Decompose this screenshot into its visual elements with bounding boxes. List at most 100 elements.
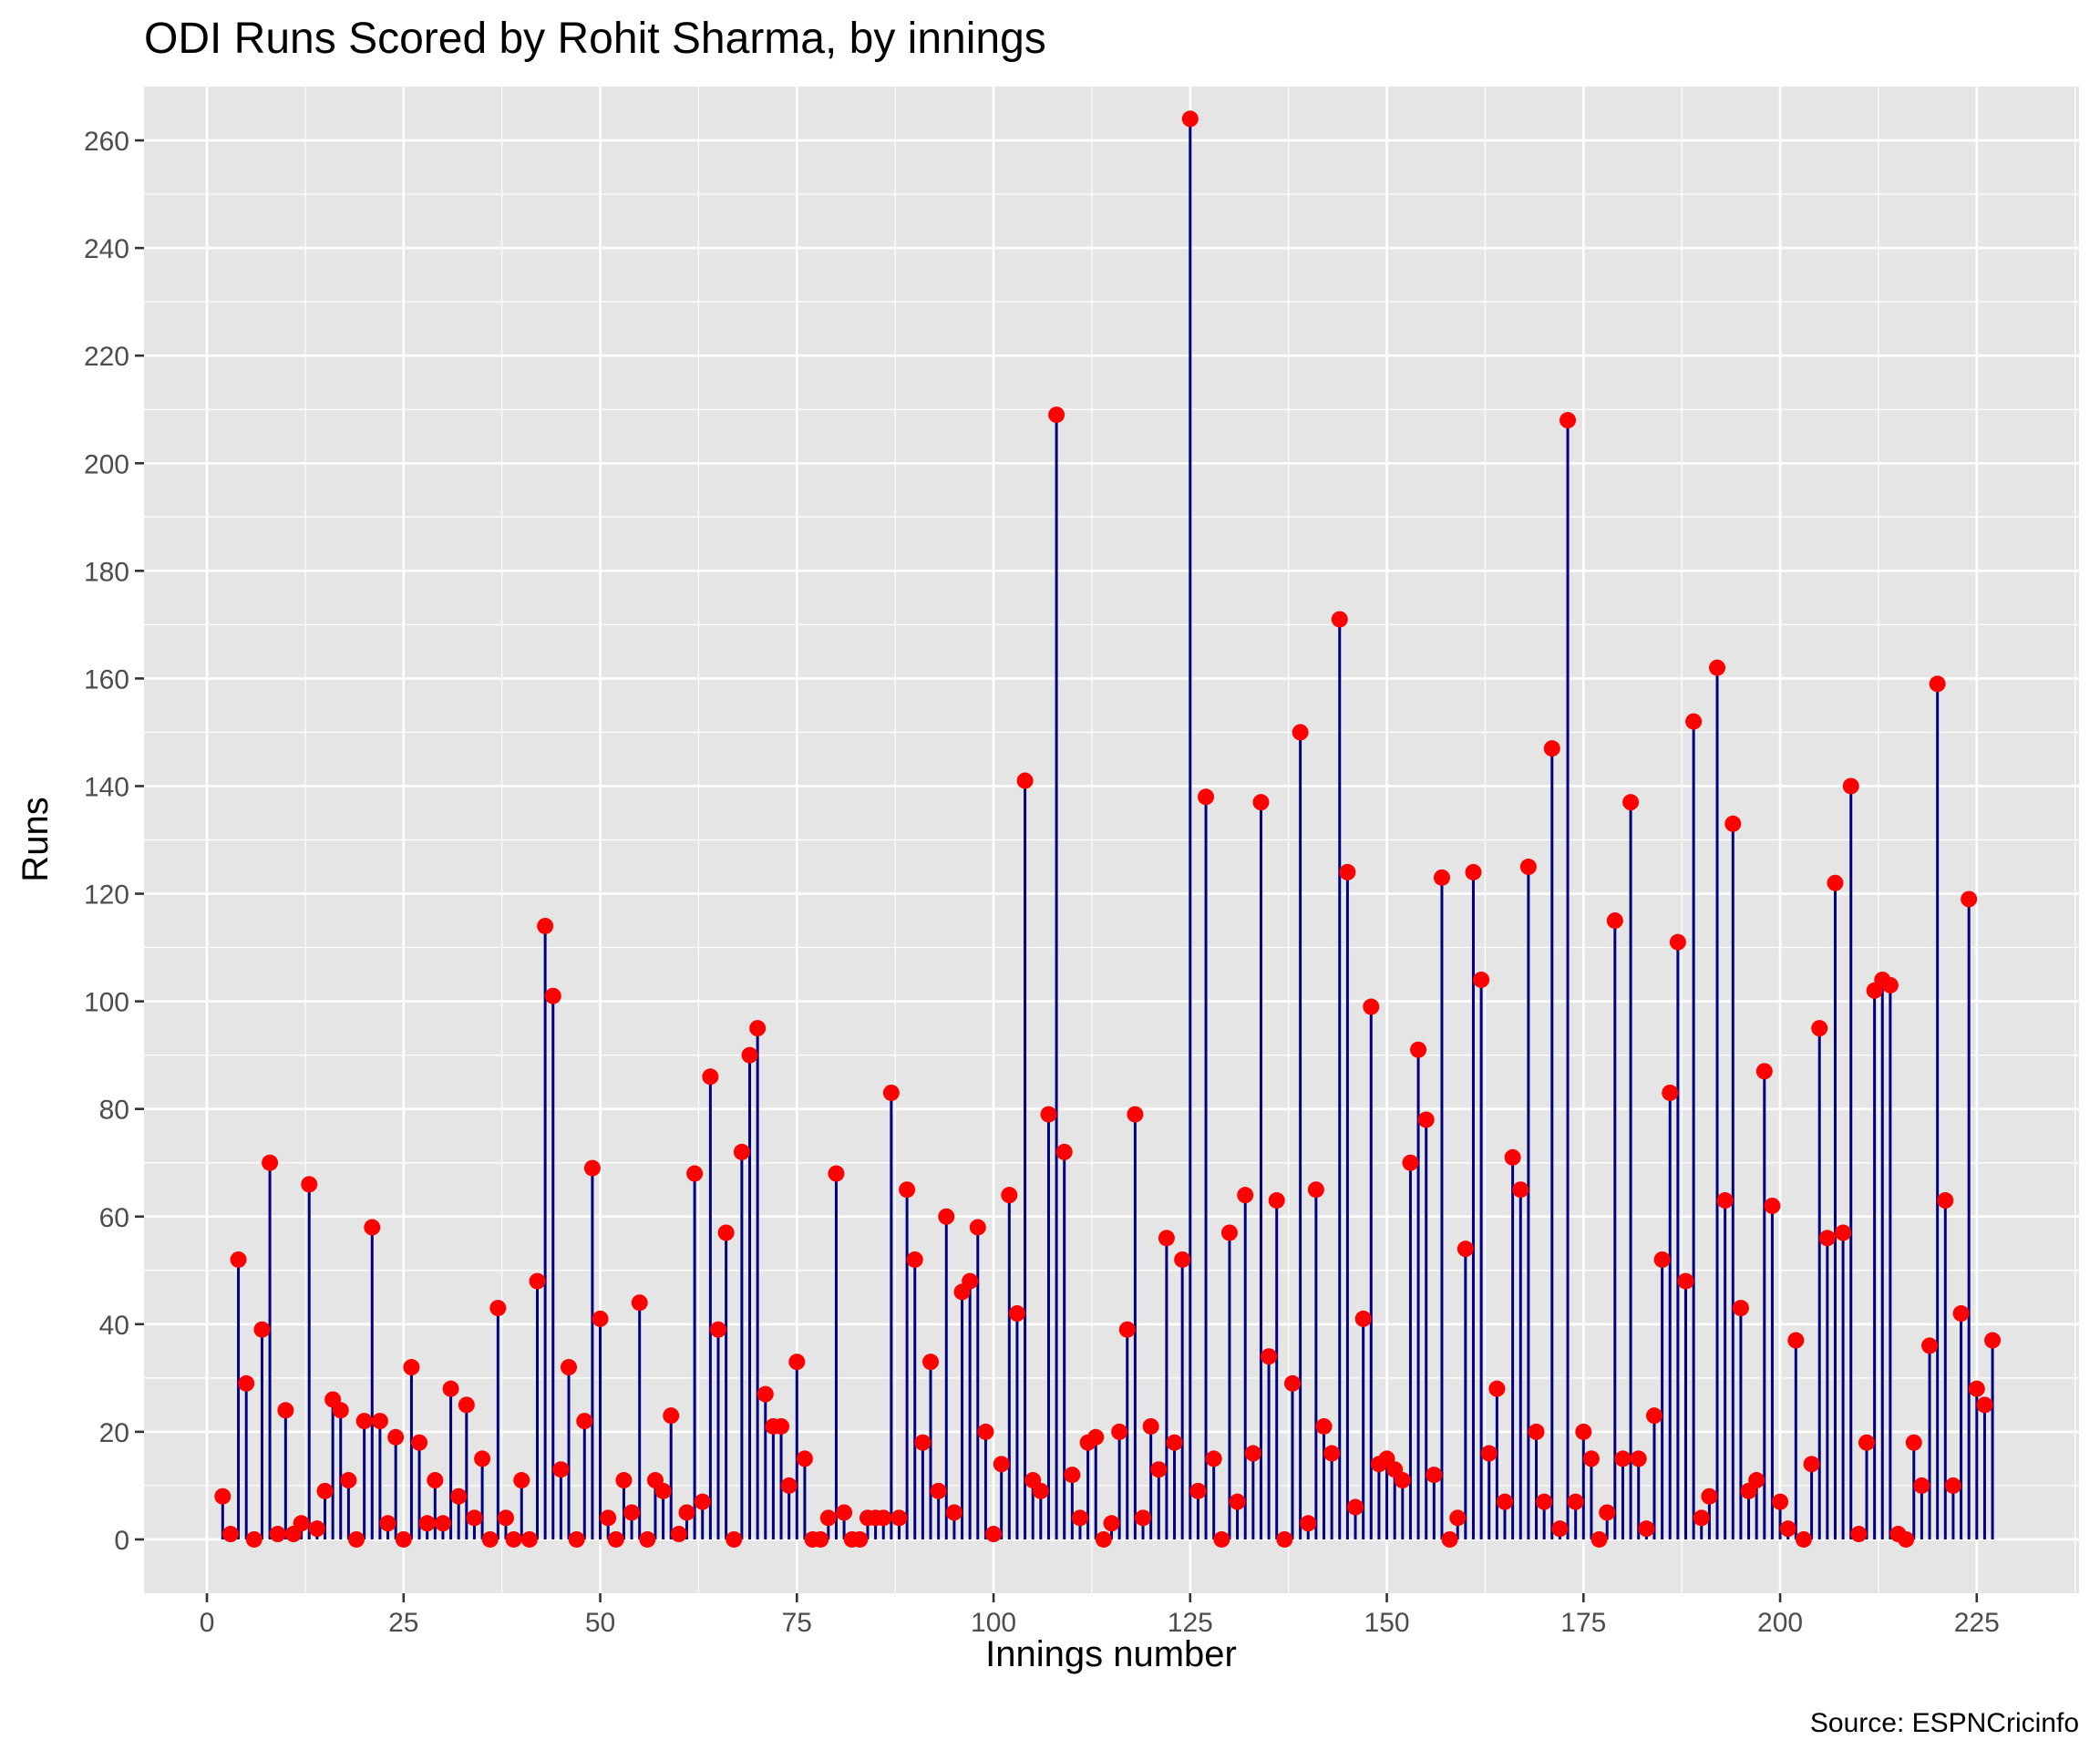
x-tick-label: 50 <box>585 1608 615 1638</box>
data-point <box>726 1530 743 1548</box>
data-point <box>552 1461 570 1478</box>
data-point <box>1512 1181 1529 1199</box>
data-point <box>1724 815 1742 832</box>
data-point <box>890 1509 908 1527</box>
data-point <box>1001 1187 1018 1204</box>
data-point <box>1016 772 1034 789</box>
data-point <box>1567 1493 1584 1510</box>
data-point <box>1410 1041 1427 1058</box>
data-point <box>1111 1423 1128 1440</box>
data-point <box>537 917 554 934</box>
y-tick-label: 140 <box>84 772 129 802</box>
data-point <box>395 1530 412 1548</box>
y-axis: 0 20 40 60 80 100 120 140 160 180 200 220 240 260 <box>84 127 144 1556</box>
data-point <box>497 1509 514 1527</box>
data-point <box>1803 1456 1820 1473</box>
data-point <box>631 1294 648 1312</box>
data-point <box>1189 1482 1207 1499</box>
y-tick-label: 20 <box>99 1418 129 1448</box>
data-point <box>1497 1493 1514 1510</box>
data-point <box>663 1407 680 1425</box>
x-tick-label: 175 <box>1560 1608 1606 1638</box>
data-point <box>993 1456 1010 1473</box>
y-tick-label: 160 <box>84 664 129 695</box>
data-point <box>1582 1450 1600 1467</box>
data-point <box>489 1300 507 1317</box>
y-tick-label: 100 <box>84 988 129 1018</box>
data-point <box>481 1530 499 1548</box>
y-tick-label: 260 <box>84 127 129 157</box>
grid-lines <box>144 87 2079 1593</box>
data-point <box>1480 1445 1498 1462</box>
data-point <box>466 1509 483 1527</box>
data-point <box>1040 1106 1057 1123</box>
data-point <box>796 1450 813 1467</box>
data-point <box>513 1472 530 1489</box>
data-point <box>1292 724 1309 741</box>
x-axis: 0 25 50 75 100 125 150 175 200 225 <box>200 1593 2000 1638</box>
data-point <box>1064 1467 1081 1484</box>
data-point <box>1638 1520 1655 1538</box>
data-point <box>1457 1240 1474 1258</box>
data-point <box>1881 976 1899 993</box>
data-point <box>1748 1472 1765 1489</box>
data-point <box>221 1526 239 1543</box>
data-point <box>1441 1530 1458 1548</box>
data-point <box>702 1068 719 1086</box>
data-point <box>1032 1482 1049 1499</box>
data-point <box>214 1488 232 1505</box>
data-point <box>1653 1251 1671 1268</box>
data-point <box>1795 1530 1812 1548</box>
data-point <box>1449 1509 1467 1527</box>
data-point <box>899 1181 916 1199</box>
data-point <box>1590 1530 1608 1548</box>
data-point <box>1560 412 1577 429</box>
data-point <box>1426 1467 1443 1484</box>
data-point <box>1755 1063 1773 1080</box>
data-point <box>355 1413 373 1430</box>
data-point <box>293 1515 310 1532</box>
data-point <box>615 1472 633 1489</box>
data-point <box>1488 1380 1506 1397</box>
data-point <box>269 1526 286 1543</box>
data-point <box>1630 1450 1647 1467</box>
y-axis-title: Runs <box>15 797 56 881</box>
x-tick-label: 0 <box>200 1608 215 1638</box>
data-point <box>427 1472 444 1489</box>
data-point <box>1283 1374 1301 1392</box>
data-point <box>1339 863 1356 880</box>
data-point <box>340 1472 357 1489</box>
data-point <box>741 1046 758 1064</box>
data-point <box>1300 1515 1317 1532</box>
data-point <box>1158 1230 1175 1247</box>
data-point <box>520 1530 538 1548</box>
data-point <box>474 1450 491 1467</box>
data-point <box>1519 859 1537 876</box>
data-point <box>1716 1192 1734 1210</box>
data-point <box>1150 1461 1168 1478</box>
data-point <box>1363 998 1380 1015</box>
data-point <box>1850 1526 1868 1543</box>
data-point <box>654 1482 672 1499</box>
data-point <box>1465 863 1482 880</box>
data-point <box>1984 1332 2002 1349</box>
data-point <box>253 1321 271 1338</box>
data-point <box>403 1359 420 1376</box>
data-point <box>623 1504 641 1521</box>
data-point <box>670 1526 687 1543</box>
data-point <box>301 1176 318 1193</box>
data-point <box>458 1396 475 1414</box>
y-tick-label: 240 <box>84 234 129 264</box>
data-point <box>364 1219 381 1236</box>
data-point <box>1787 1332 1805 1349</box>
data-point <box>1048 407 1065 424</box>
x-axis-title: Innings number <box>985 1634 1237 1674</box>
data-point <box>1127 1106 1144 1123</box>
data-point <box>922 1354 940 1371</box>
source-caption: Source: ESPNCricinfo <box>1810 1708 2079 1738</box>
data-point <box>1764 1197 1781 1214</box>
data-point <box>1677 1272 1694 1290</box>
data-point <box>977 1423 994 1440</box>
data-point <box>757 1385 774 1403</box>
data-point <box>875 1509 892 1527</box>
